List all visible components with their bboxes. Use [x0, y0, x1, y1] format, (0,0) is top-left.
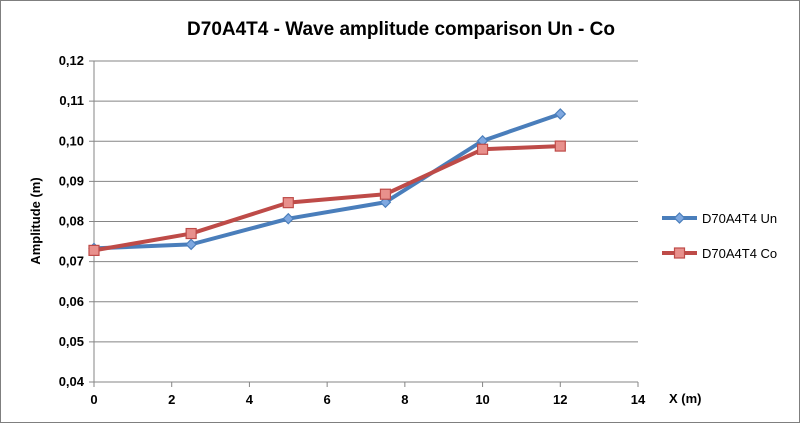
- x-tick-label: 6: [324, 392, 331, 407]
- data-point: [88, 244, 100, 256]
- data-point: [185, 227, 197, 240]
- data-point: [282, 212, 295, 225]
- y-tick-label: 0,07: [59, 254, 84, 269]
- legend-label: D70A4T4 Co: [702, 246, 777, 261]
- y-tick-label: 0,12: [59, 53, 84, 68]
- series-co: [88, 140, 566, 256]
- y-tick-label: 0,09: [59, 173, 84, 188]
- y-tick-label: 0,11: [59, 93, 84, 108]
- legend-item: D70A4T4 Un: [662, 211, 777, 226]
- data-point: [554, 108, 567, 120]
- x-tick-label: 0: [90, 392, 97, 407]
- series-layer: [88, 108, 567, 256]
- y-tick-label: 0,08: [59, 214, 84, 229]
- legend-square-marker: [673, 247, 686, 259]
- x-tick-labels: 0 2 4 6 8 10 12 14: [90, 392, 646, 407]
- x-tick-label: 8: [401, 392, 408, 407]
- y-tick-label: 0,10: [59, 133, 84, 148]
- x-tick-label: 2: [168, 392, 175, 407]
- y-tick-label: 0,06: [59, 294, 84, 309]
- y-axis-label: Amplitude (m): [28, 177, 43, 264]
- legend-label: D70A4T4 Un: [702, 211, 777, 226]
- x-axis-label: X (m): [669, 391, 702, 406]
- axes: [89, 60, 639, 387]
- legend: D70A4T4 Un D70A4T4 Co: [662, 211, 777, 261]
- x-tick-label: 14: [631, 392, 646, 407]
- y-tick-label: 0,05: [59, 334, 84, 349]
- x-tick-label: 10: [475, 392, 489, 407]
- legend-diamond-marker: [673, 212, 686, 224]
- y-tick-label: 0,04: [59, 374, 85, 389]
- data-point: [379, 188, 392, 200]
- data-point: [554, 140, 566, 152]
- x-tick-label: 12: [553, 392, 567, 407]
- data-point: [282, 197, 294, 209]
- data-point: [476, 143, 489, 155]
- x-tick-label: 4: [246, 392, 254, 407]
- chart-title: D70A4T4 - Wave amplitude comparison Un -…: [187, 19, 615, 40]
- y-tick-labels: 0,04 0,05 0,06 0,07 0,08 0,09 0,10 0,11 0,12: [59, 53, 85, 389]
- grid-lines: [94, 60, 638, 383]
- legend-item: D70A4T4 Co: [662, 246, 777, 261]
- data-point: [185, 238, 197, 251]
- series-line: [93, 144, 561, 253]
- series-line: [93, 112, 561, 251]
